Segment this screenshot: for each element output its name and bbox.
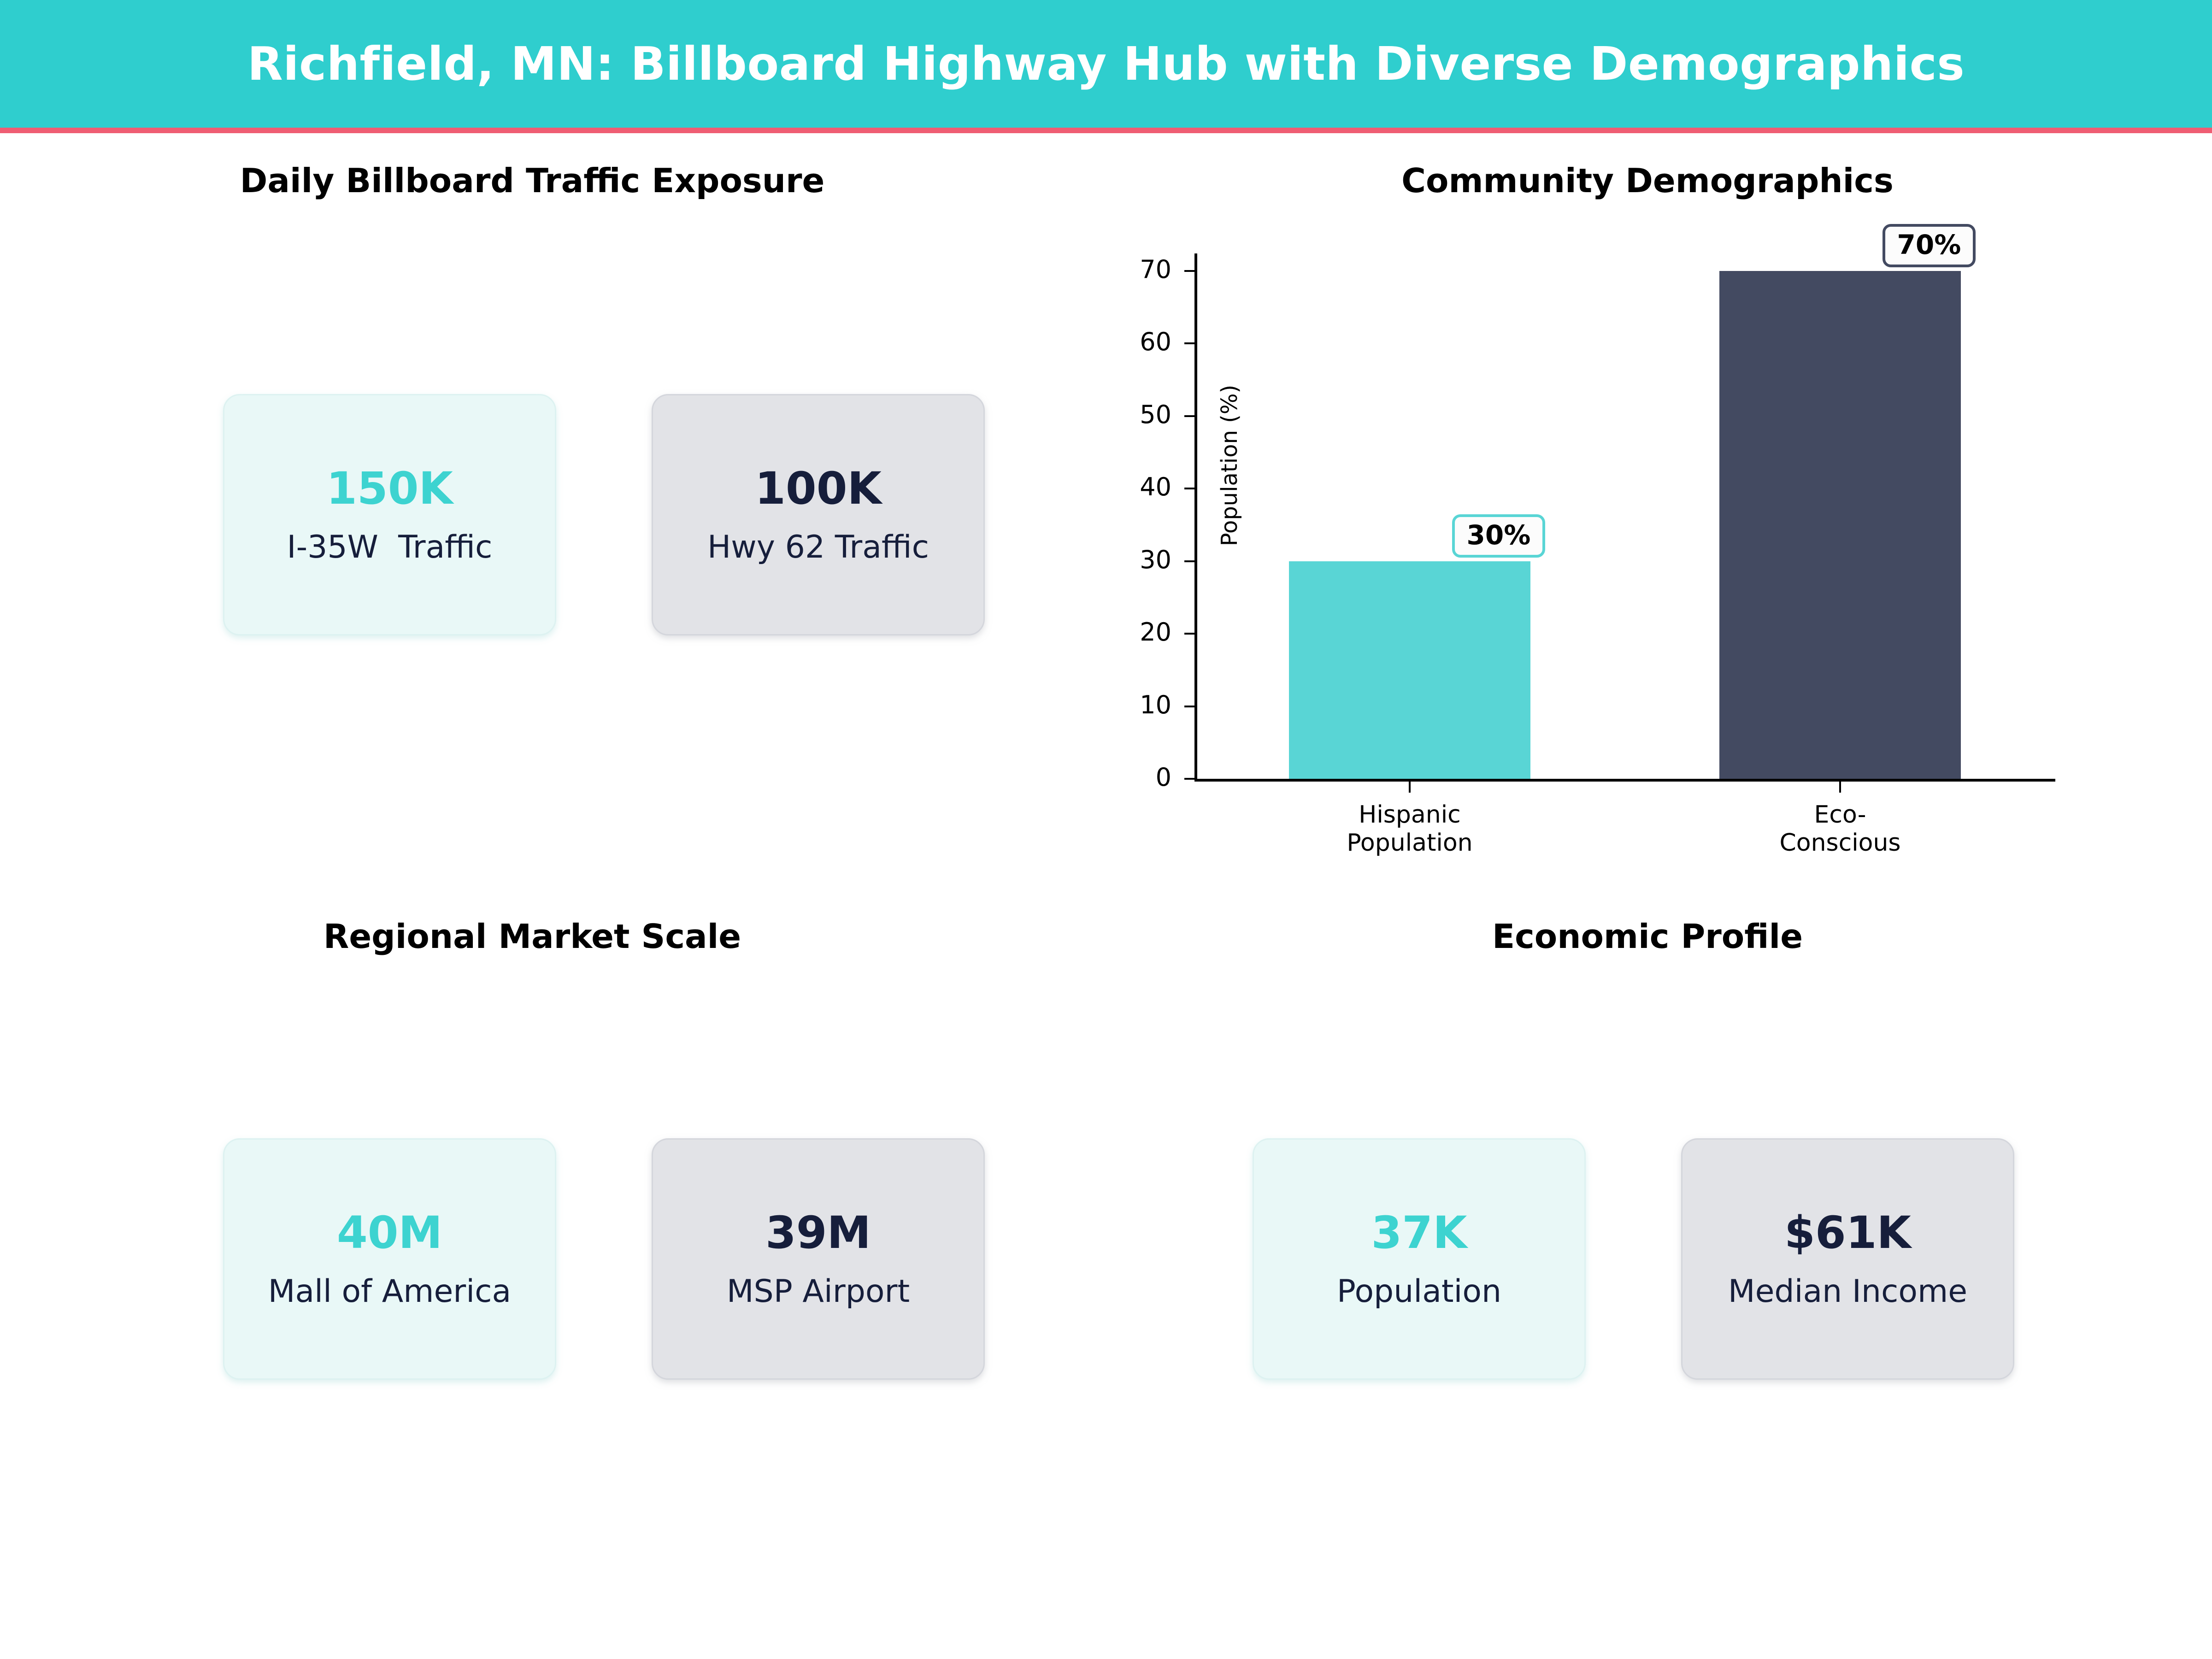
kpi-value: 100K [755, 463, 882, 514]
kpi-value: 37K [1371, 1207, 1467, 1259]
kpi-label: MSP Airport [726, 1273, 910, 1310]
y-axis-tick [1184, 633, 1194, 635]
kpi-value: 150K [326, 463, 453, 514]
x-axis-tick-label: Hispanic Population [1347, 801, 1473, 857]
y-axis-spine [1194, 253, 1197, 780]
bar-value-annotation: 30% [1452, 514, 1546, 558]
header-accent-stripe [0, 128, 2212, 133]
kpi-card-median-income: $61K Median Income [1681, 1138, 2014, 1380]
kpi-card-hwy62-traffic: 100K Hwy 62 Traffic [652, 394, 985, 635]
y-axis-label: Population (%) [1217, 384, 1242, 547]
x-axis-tick [1839, 782, 1841, 793]
y-axis-tick-label: 30 [1140, 545, 1171, 574]
x-axis-tick [1409, 782, 1411, 793]
kpi-label: Median Income [1728, 1273, 1968, 1310]
panel-title-demographics: Community Demographics [1401, 161, 1894, 200]
kpi-card-msp-airport: 39M MSP Airport [652, 1138, 985, 1380]
kpi-label: I-35W Traffic [287, 529, 493, 565]
y-axis-tick [1184, 342, 1194, 345]
y-axis-tick-label: 20 [1140, 618, 1171, 647]
kpi-value: 39M [765, 1207, 871, 1259]
y-axis-tick [1184, 778, 1194, 780]
kpi-card-mall-of-america: 40M Mall of America [223, 1138, 556, 1380]
y-axis-tick [1184, 560, 1194, 562]
kpi-value: $61K [1784, 1207, 1911, 1259]
y-axis-tick-label: 60 [1140, 327, 1171, 357]
kpi-label: Mall of America [268, 1273, 512, 1310]
kpi-label: Population [1336, 1273, 1502, 1310]
panel-title-market: Regional Market Scale [323, 917, 741, 956]
y-axis-tick [1184, 488, 1194, 490]
bar [1719, 271, 1961, 779]
y-axis-tick [1184, 705, 1194, 707]
y-axis-tick-label: 70 [1140, 255, 1171, 284]
kpi-value: 40M [336, 1207, 443, 1259]
y-axis-tick [1184, 415, 1194, 417]
kpi-card-population: 37K Population [1253, 1138, 1586, 1380]
x-axis-tick-label: Eco- Conscious [1779, 801, 1901, 857]
kpi-card-i35w-traffic: 150K I-35W Traffic [223, 394, 556, 635]
page-title: Richfield, MN: Billboard Highway Hub wit… [247, 37, 1965, 91]
bar [1289, 561, 1530, 779]
x-axis-spine [1194, 779, 2055, 782]
y-axis-tick-label: 50 [1140, 400, 1171, 429]
y-axis-tick-label: 10 [1140, 690, 1171, 719]
bar-value-annotation: 70% [1882, 224, 1976, 267]
panel-title-traffic: Daily Billboard Traffic Exposure [240, 161, 825, 200]
y-axis-tick [1184, 270, 1194, 272]
y-axis-tick-label: 0 [1155, 763, 1171, 792]
panel-title-economic: Economic Profile [1492, 917, 1803, 956]
header-bar: Richfield, MN: Billboard Highway Hub wit… [0, 0, 2212, 128]
community-demographics-bar-chart: Population (%) 0 10 20 30 40 50 60 70 Hispanic … [1115, 207, 2180, 876]
kpi-label: Hwy 62 Traffic [707, 529, 930, 565]
y-axis-tick-label: 40 [1140, 472, 1171, 502]
